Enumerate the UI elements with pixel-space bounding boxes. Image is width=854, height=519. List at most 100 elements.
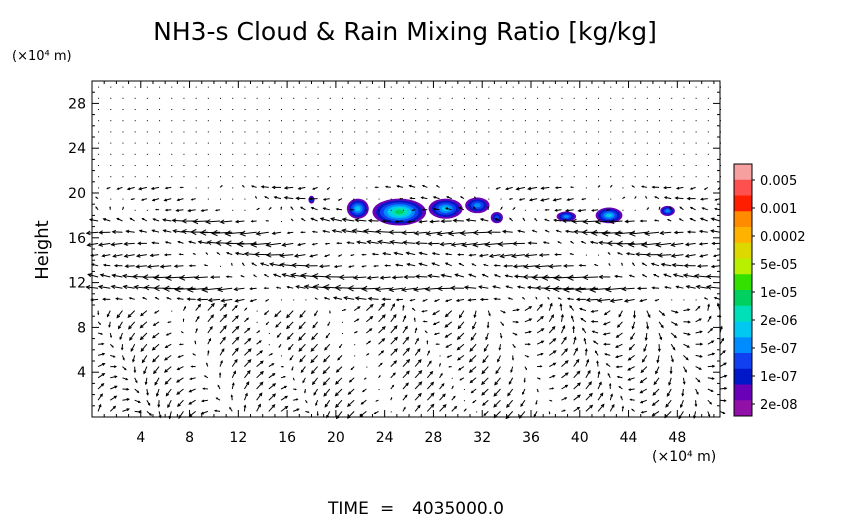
wind-vector [268, 142, 270, 144]
wind-vector [683, 343, 691, 348]
wind-vector [171, 165, 173, 166]
wind-vector [207, 153, 209, 155]
wind-vector [516, 285, 526, 289]
wind-vector [486, 229, 501, 235]
wind-vector-head [268, 262, 274, 267]
wind-vector [189, 377, 196, 381]
wind-vector-head [565, 372, 569, 376]
wind-vector [98, 176, 100, 178]
wind-vector-head [153, 370, 157, 375]
wind-vector [402, 131, 404, 133]
wind-vector [220, 120, 222, 122]
wind-vector [573, 86, 575, 88]
wind-vector-head [540, 352, 544, 356]
wind-vector-head [671, 359, 674, 363]
wind-vector-head [210, 229, 218, 237]
wind-vector [476, 165, 478, 166]
wind-vector-head [215, 397, 218, 400]
wind-vector [671, 109, 673, 110]
wind-vector [360, 399, 367, 405]
wind-vector [569, 304, 575, 311]
x-axis-unit: (×10⁴ m) [652, 449, 716, 465]
wind-vector [171, 86, 173, 88]
wind-vector-shaft [367, 276, 379, 279]
wind-vector-head [689, 217, 693, 221]
wind-vector-head [591, 330, 595, 334]
wind-vector-head [276, 335, 280, 338]
wind-vector [598, 131, 600, 133]
wind-vector-head [540, 328, 545, 332]
wind-vector [559, 302, 563, 311]
wind-vector [538, 253, 550, 257]
wind-vector [415, 153, 417, 155]
wind-vector [406, 262, 416, 267]
wind-vector-head [507, 297, 511, 300]
wind-vector-head [472, 401, 475, 404]
wind-vector-head [127, 313, 132, 319]
wind-vector [390, 176, 392, 178]
wind-vector [390, 336, 399, 345]
wind-vector [146, 120, 148, 122]
wind-vector-shaft [585, 393, 593, 401]
wind-vector [113, 264, 123, 268]
wind-vector [598, 198, 600, 200]
wind-vector [537, 209, 539, 211]
wind-vector-shaft [165, 343, 172, 348]
wind-vector [153, 366, 160, 375]
wind-vector [414, 381, 423, 390]
wind-vector [589, 286, 611, 293]
wind-vector-head [393, 325, 398, 330]
wind-vector-shaft [129, 332, 136, 341]
wind-vector-head [698, 318, 702, 322]
wind-vector [618, 310, 623, 318]
wind-vector-shaft [474, 310, 477, 318]
wind-vector-shaft [300, 366, 306, 373]
wind-vector-shaft [152, 332, 160, 339]
wind-vector-shaft [218, 287, 233, 291]
wind-vector [122, 377, 129, 381]
wind-vector-shaft [505, 186, 513, 190]
wind-vector-head [278, 345, 281, 349]
wind-vector [536, 340, 545, 345]
wind-vector-head [650, 262, 655, 266]
wind-vector-shaft [310, 254, 318, 257]
wind-vector-head [570, 315, 574, 319]
wind-vector-head [696, 264, 702, 269]
wind-vector-head [616, 240, 624, 247]
wind-vector [512, 241, 525, 246]
wind-vector [146, 411, 153, 416]
wind-vector [146, 153, 148, 155]
wind-vector-head [152, 323, 156, 327]
wind-vector [232, 165, 234, 166]
wind-vector [549, 86, 551, 88]
wind-vector [171, 176, 173, 178]
wind-vector-head [361, 253, 364, 256]
wind-vector [468, 355, 477, 363]
wind-vector [596, 360, 599, 367]
wind-vector-shaft [256, 360, 264, 367]
wind-vector [206, 362, 209, 367]
wind-vector-head [188, 264, 192, 268]
wind-vector-head [367, 218, 373, 223]
wind-vector [426, 339, 429, 345]
wind-vector-head [186, 297, 191, 301]
wind-vector-head [486, 229, 493, 235]
y-tick-label: 20 [68, 186, 86, 202]
wind-vector-head [310, 347, 315, 352]
wind-vector [616, 321, 623, 328]
wind-vector [707, 352, 716, 356]
wind-vector [122, 206, 124, 210]
wind-vector [310, 355, 318, 364]
wind-vector [458, 207, 465, 211]
wind-vector [554, 208, 562, 212]
wind-vector [171, 97, 173, 99]
wind-vector-shaft [615, 354, 623, 358]
wind-vector [436, 285, 452, 292]
contour-band [473, 203, 481, 208]
wind-vector [281, 86, 283, 88]
wind-vector-head [246, 369, 251, 374]
wind-vector-head [682, 381, 686, 385]
wind-vector-head [336, 242, 339, 245]
wind-vector [451, 97, 453, 99]
